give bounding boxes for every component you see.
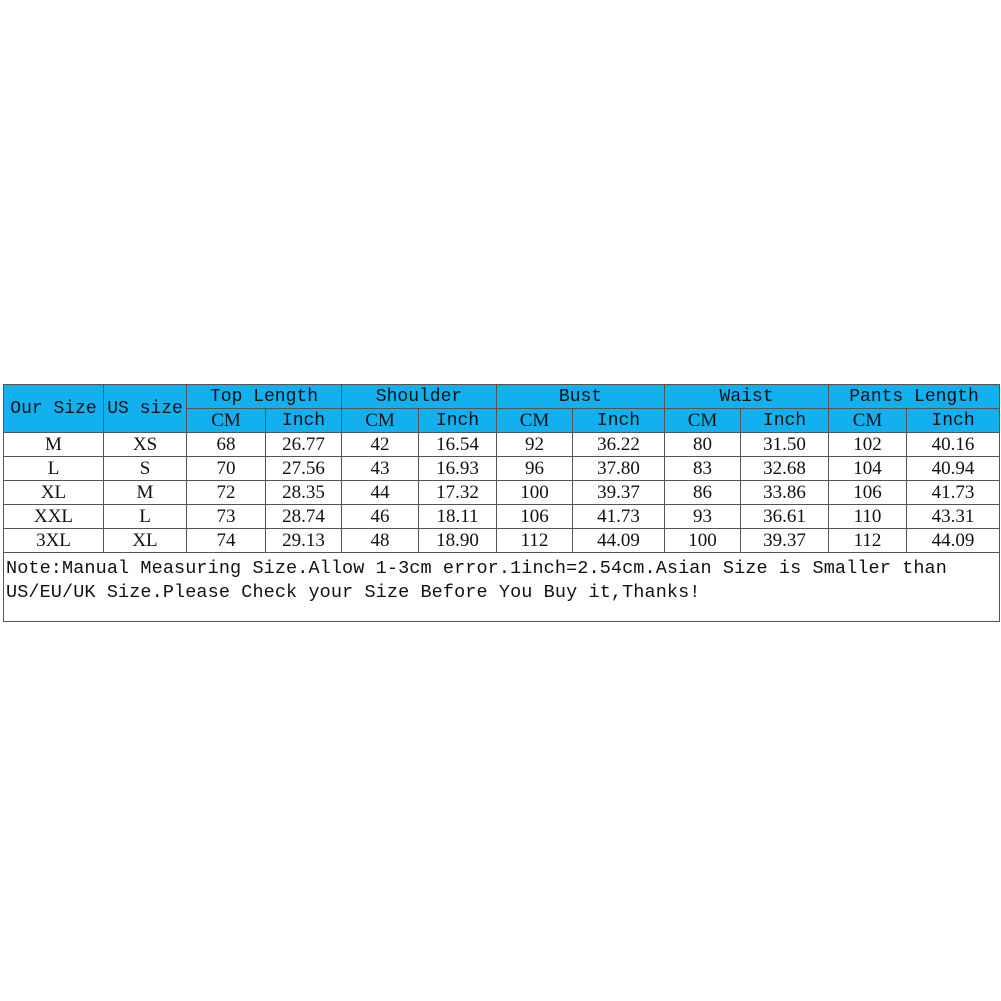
table-cell: 36.22: [572, 432, 666, 457]
table-cell: 48: [341, 528, 419, 553]
table-cell: 93: [664, 504, 742, 529]
table-cell: 28.35: [265, 480, 342, 505]
table-cell: S: [103, 456, 187, 481]
table-cell: 70: [186, 456, 266, 481]
table-cell: 74: [186, 528, 266, 553]
header-unit-cm: CM: [341, 408, 419, 433]
table-cell: 40.94: [906, 456, 1001, 481]
header-unit-cm: CM: [186, 408, 266, 433]
table-cell: 28.74: [265, 504, 342, 529]
header-unit-cm: CM: [496, 408, 574, 433]
table-cell: 46: [341, 504, 419, 529]
table-cell: 86: [664, 480, 742, 505]
table-cell: 43: [341, 456, 419, 481]
table-cell: XL: [103, 528, 187, 553]
table-cell: 68: [186, 432, 266, 457]
table-cell: 18.11: [417, 504, 498, 529]
header-unit-inch: Inch: [906, 408, 1001, 433]
table-cell: L: [103, 504, 187, 529]
table-cell: 16.54: [417, 432, 498, 457]
table-cell: 96: [496, 456, 574, 481]
table-cell: 102: [828, 432, 908, 457]
table-cell: 29.13: [265, 528, 342, 553]
table-cell: 41.73: [572, 504, 666, 529]
table-cell: 112: [828, 528, 908, 553]
header-unit-cm: CM: [664, 408, 742, 433]
table-cell: 83: [664, 456, 742, 481]
table-cell: XL: [3, 480, 104, 505]
table-row: 3XL XL 74 29.13 48 18.90 112 44.09 100 39.37 112 44…: [3, 528, 1001, 553]
table-cell: 112: [496, 528, 574, 553]
table-row: M XS 68 26.77 42 16.54 92 36.22 80 31.50 102 40.16: [3, 432, 1001, 457]
table-cell: 36.61: [740, 504, 830, 529]
table-cell: 31.50: [740, 432, 830, 457]
header-our-size: Our Size: [3, 384, 104, 433]
table-cell: 80: [664, 432, 742, 457]
table-cell: 100: [496, 480, 574, 505]
note-text: Note:Manual Measuring Size.Allow 1-3cm e…: [2, 552, 1001, 622]
table-cell: 26.77: [265, 432, 342, 457]
header-unit-inch: Inch: [265, 408, 342, 433]
table-cell: 110: [828, 504, 908, 529]
header-unit-inch: Inch: [572, 408, 666, 433]
header-pants-length: Pants Length: [828, 384, 1001, 409]
note-row: Note:Manual Measuring Size.Allow 1-3cm e…: [2, 552, 1001, 622]
table-cell: 72: [186, 480, 266, 505]
header-unit-inch: Inch: [417, 408, 498, 433]
table-cell: 39.37: [572, 480, 666, 505]
header-waist: Waist: [664, 384, 830, 409]
table-cell: 44.09: [572, 528, 666, 553]
header-row-units: CM Inch CM Inch CM Inch CM Inch CM Inch: [4, 408, 1001, 433]
table-row: XXL L 73 28.74 46 18.11 106 41.73 93 36.61 110 43.3…: [3, 504, 1001, 529]
header-row-groups: Our Size US size Top Length Shoulder Bus…: [3, 384, 1001, 433]
table-cell: 27.56: [265, 456, 342, 481]
table-cell: 104: [828, 456, 908, 481]
table-cell: L: [3, 456, 104, 481]
header-unit-cm: CM: [828, 408, 908, 433]
header-shoulder: Shoulder: [340, 384, 498, 409]
header-bust: Bust: [496, 384, 666, 409]
table-cell: 106: [828, 480, 908, 505]
table-cell: XS: [103, 432, 187, 457]
header-top-length: Top Length: [186, 384, 342, 409]
table-cell: 40.16: [906, 432, 1001, 457]
table-cell: 73: [186, 504, 266, 529]
table-cell: 100: [664, 528, 742, 553]
table-cell: 106: [496, 504, 574, 529]
table-cell: 3XL: [3, 528, 104, 553]
table-cell: M: [103, 480, 187, 505]
table-cell: 17.32: [417, 480, 498, 505]
header-unit-inch: Inch: [740, 408, 830, 433]
table-cell: 33.86: [740, 480, 830, 505]
table-cell: 18.90: [417, 528, 498, 553]
table-cell: 41.73: [906, 480, 1001, 505]
table-cell: 16.93: [417, 456, 498, 481]
header-us-size: US size: [103, 384, 187, 433]
table-cell: 44.09: [906, 528, 1001, 553]
table-row: L S 70 27.56 43 16.93 96 37.80 83 32.68 104 40.94: [3, 456, 1001, 481]
table-cell: 44: [341, 480, 419, 505]
table-cell: 39.37: [740, 528, 830, 553]
table-cell: XXL: [3, 504, 104, 529]
table-cell: 92: [496, 432, 574, 457]
table-row: XL M 72 28.35 44 17.32 100 39.37 86 33.86 106 41.73: [3, 480, 1001, 505]
size-chart-table: Our Size US size Top Length Shoulder Bus…: [2, 384, 1001, 622]
table-cell: 32.68: [740, 456, 830, 481]
table-cell: 42: [341, 432, 419, 457]
table-cell: 43.31: [906, 504, 1001, 529]
table-cell: 37.80: [572, 456, 666, 481]
table-cell: M: [3, 432, 104, 457]
